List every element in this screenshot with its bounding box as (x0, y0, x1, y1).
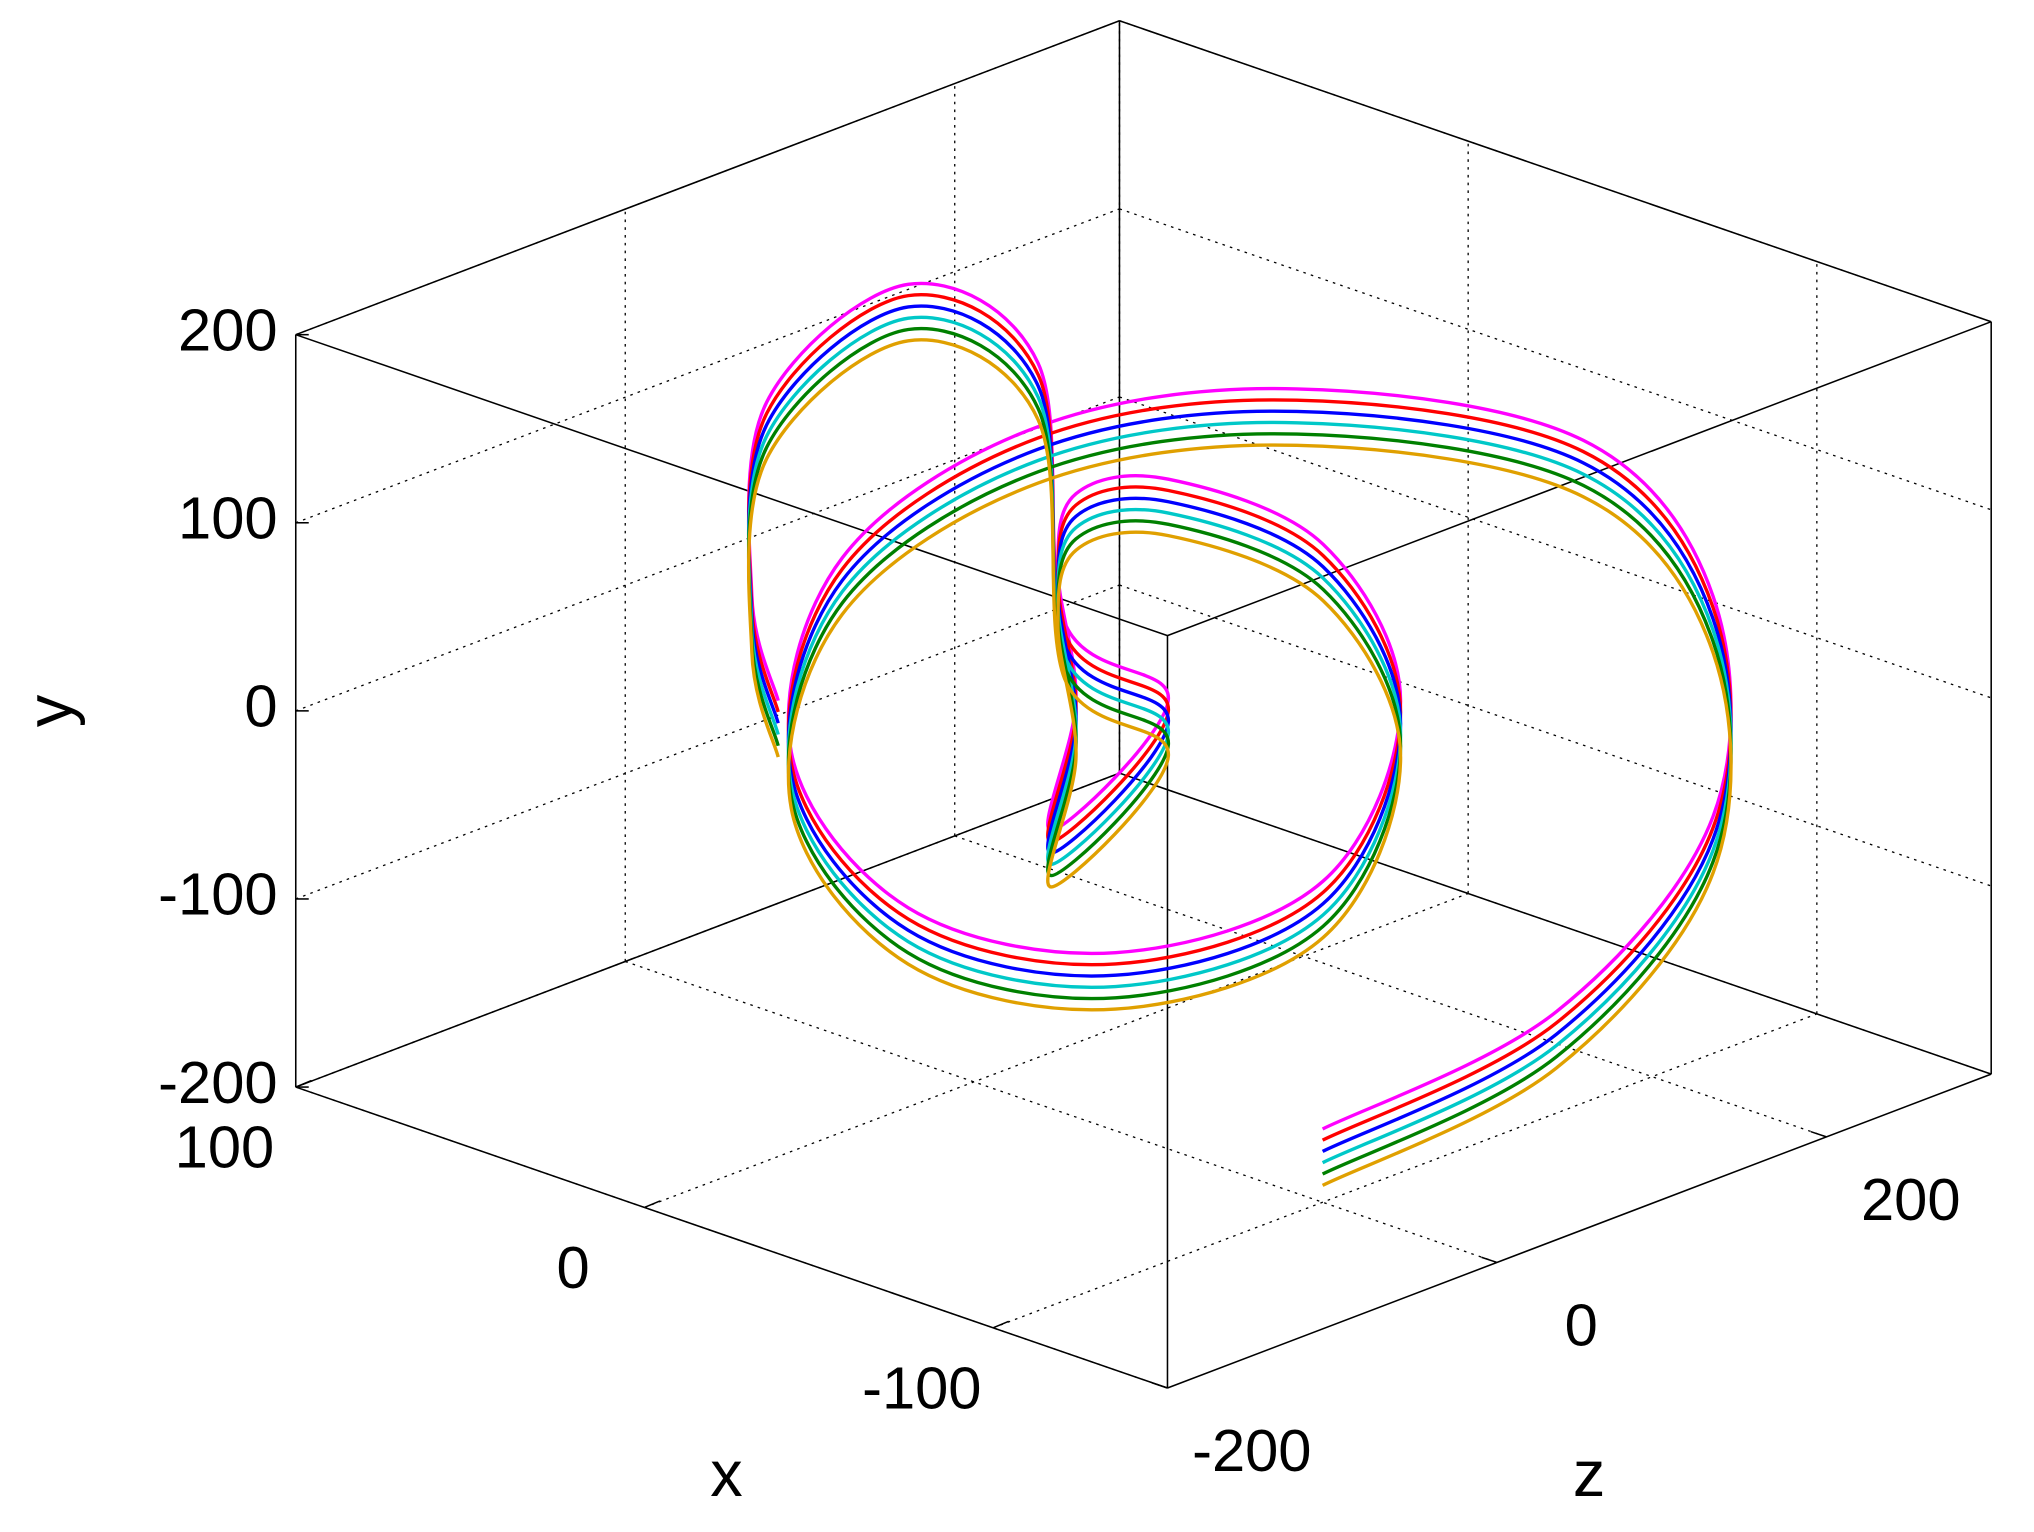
x-axis-title: x (710, 1437, 742, 1510)
x-tick (295, 1079, 312, 1088)
box-edge (295, 20, 1120, 336)
box-edge (1119, 772, 1992, 1075)
x-tick-label: 100 (175, 1114, 275, 1181)
box-edge (1167, 1073, 1992, 1389)
z-tick-label: 0 (1565, 1292, 1598, 1359)
y-tick-label: 200 (178, 296, 278, 363)
trajectories (746, 281, 1733, 1187)
grid-line (1119, 584, 1992, 887)
grid-line (1119, 208, 1992, 511)
x-tick-label: 0 (557, 1234, 590, 1301)
grid-line (625, 960, 1498, 1264)
y-axis-title: y (13, 694, 86, 727)
z-tick (1810, 1130, 1827, 1138)
x-tick (992, 1320, 1009, 1329)
x-tick (644, 1200, 661, 1209)
z-axis-title: z (1573, 1437, 1605, 1510)
y-tick-label: 100 (178, 485, 278, 552)
axes-box (294, 20, 1992, 1389)
grid-line (1119, 396, 1992, 699)
z-tick (1481, 1256, 1498, 1264)
box-edge (295, 1086, 1168, 1389)
x-tick-label: -100 (862, 1354, 981, 1421)
grid-line (954, 835, 1827, 1138)
z-tick-label: 200 (1861, 1166, 1961, 1233)
trajectory (746, 338, 1733, 1187)
y-tick-label: -200 (158, 1049, 277, 1116)
z-tick (1151, 1382, 1168, 1389)
z-tick-label: -200 (1192, 1417, 1311, 1484)
y-tick-label: 0 (244, 673, 277, 740)
box-edge (1119, 20, 1992, 323)
box-edge (295, 333, 1168, 637)
y-tick-label: -100 (158, 861, 277, 928)
box-edge (1167, 320, 1992, 637)
box-edge (295, 772, 1120, 1088)
